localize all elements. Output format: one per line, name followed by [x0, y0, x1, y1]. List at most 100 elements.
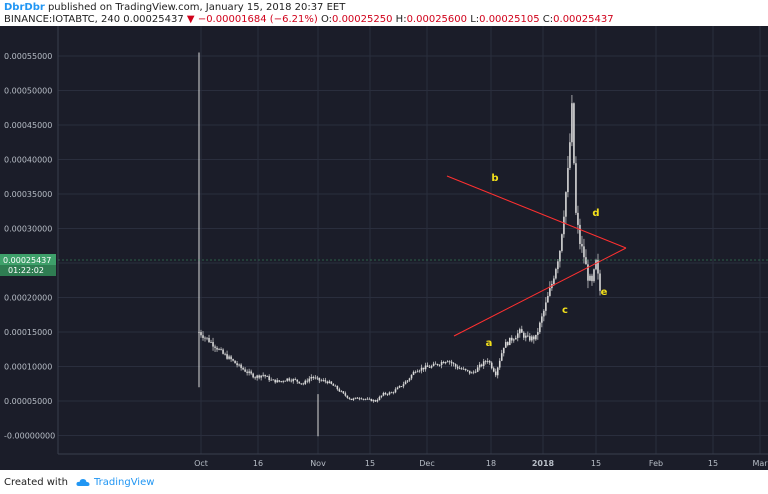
candle-body	[254, 377, 256, 379]
candle-body	[310, 376, 313, 379]
author-name[interactable]: DbrDbr	[4, 2, 45, 13]
candle-body	[348, 397, 351, 399]
candle-body	[342, 391, 345, 394]
candle-body	[228, 356, 230, 359]
candle-body	[490, 362, 493, 369]
candle-body	[234, 360, 236, 364]
candle-body	[502, 347, 505, 354]
candle-body	[216, 347, 218, 350]
candle-body	[202, 335, 204, 338]
candle-body	[338, 389, 341, 392]
price-change: −0.00001684 (−6.21%)	[197, 14, 318, 25]
candle-body	[290, 380, 293, 382]
candle-body	[268, 376, 270, 381]
tradingview-cloud-icon	[76, 478, 90, 486]
candle-body	[336, 385, 339, 390]
chart-header: DbrDbr published on TradingView.com, Jan…	[0, 0, 768, 26]
candle-body	[595, 259, 597, 270]
candle-body	[516, 333, 519, 338]
close-label: C:	[542, 14, 554, 25]
symbol-line: BINANCE:IOTABTC, 240 0.00025437 ▼ −0.000…	[4, 14, 614, 25]
symbol-label: BINANCE:IOTABTC, 240	[4, 14, 121, 25]
candle-body	[531, 336, 533, 341]
candle-body	[482, 361, 485, 366]
x-tick-label: Dec	[419, 459, 434, 468]
candle-body	[366, 398, 369, 400]
candle-body	[288, 378, 291, 381]
y-tick-label: 0.00015000	[4, 328, 52, 337]
candle-body	[591, 275, 593, 282]
candle-body	[432, 363, 435, 366]
candle-body	[444, 362, 447, 364]
candle-body	[344, 393, 347, 396]
candle-body	[508, 337, 511, 346]
candle-body	[200, 332, 202, 336]
candle-body	[248, 371, 250, 373]
grid-lines	[58, 26, 768, 454]
candle-body	[314, 377, 317, 379]
price-chart[interactable]: 0.00055000 0.00050000 0.00045000 0.00040000…	[0, 26, 768, 470]
candle-body	[418, 370, 421, 372]
candle-body	[298, 381, 301, 384]
candle-body	[456, 366, 459, 369]
candle-body	[320, 380, 323, 382]
candle-body	[244, 369, 246, 372]
candle-body	[579, 224, 581, 244]
candle-body	[304, 380, 307, 384]
candle-body	[523, 332, 525, 338]
high-value: 0.00025600	[406, 14, 468, 25]
candle-body	[280, 381, 283, 382]
candle-body	[300, 383, 303, 385]
candle-body	[426, 365, 429, 367]
x-tick-label: 15	[708, 459, 718, 468]
candle-body	[424, 365, 427, 370]
countdown-tag-bg	[0, 265, 56, 276]
candle-body	[378, 396, 381, 401]
candle-body	[312, 376, 315, 379]
candle-body	[230, 356, 232, 360]
wave-label-a: a	[486, 338, 493, 349]
candle-body	[416, 371, 419, 373]
candle-body	[458, 368, 461, 370]
candle-body	[438, 364, 441, 366]
candle-body	[346, 395, 349, 398]
candle-body	[510, 337, 513, 341]
candle-body	[466, 369, 469, 371]
candle-body	[597, 259, 599, 274]
high-label: H:	[395, 14, 407, 25]
footer: Created with TradingView	[0, 470, 768, 494]
x-tick-label: 15	[365, 459, 375, 468]
candle-body	[340, 391, 343, 393]
candle-body	[258, 375, 260, 378]
candle-body	[567, 167, 569, 193]
close-value: 0.00025437	[553, 14, 614, 25]
y-tick-label: 0.00040000	[4, 156, 52, 165]
candle-body	[476, 367, 479, 372]
chart-background	[0, 26, 768, 470]
chart-canvas[interactable]: 0.00055000 0.00050000 0.00045000 0.00040000…	[0, 26, 768, 470]
candle-body	[402, 384, 405, 387]
candle-body	[398, 386, 401, 388]
candle-body	[376, 400, 379, 402]
triangle-drawing[interactable]	[446, 175, 627, 337]
x-tick-label: Feb	[649, 459, 663, 468]
candle-body	[278, 380, 280, 382]
candle-body	[226, 354, 228, 359]
y-tick-label: 0.00030000	[4, 225, 52, 234]
candle-body	[390, 392, 393, 394]
candle-body	[236, 363, 238, 366]
candle-body	[252, 373, 254, 378]
wave-label-c: c	[562, 305, 568, 316]
candle-body	[587, 264, 589, 281]
candle-body	[559, 250, 561, 262]
candle-body	[242, 367, 244, 370]
candle-body	[472, 371, 475, 373]
candle-body	[500, 353, 503, 361]
tradingview-link[interactable]: TradingView	[76, 477, 154, 488]
candle-body	[557, 261, 559, 270]
candle-body	[492, 368, 495, 372]
wave-label-d: d	[592, 208, 599, 219]
tradingview-brand: TradingView	[94, 477, 155, 488]
candle-body	[549, 288, 551, 296]
